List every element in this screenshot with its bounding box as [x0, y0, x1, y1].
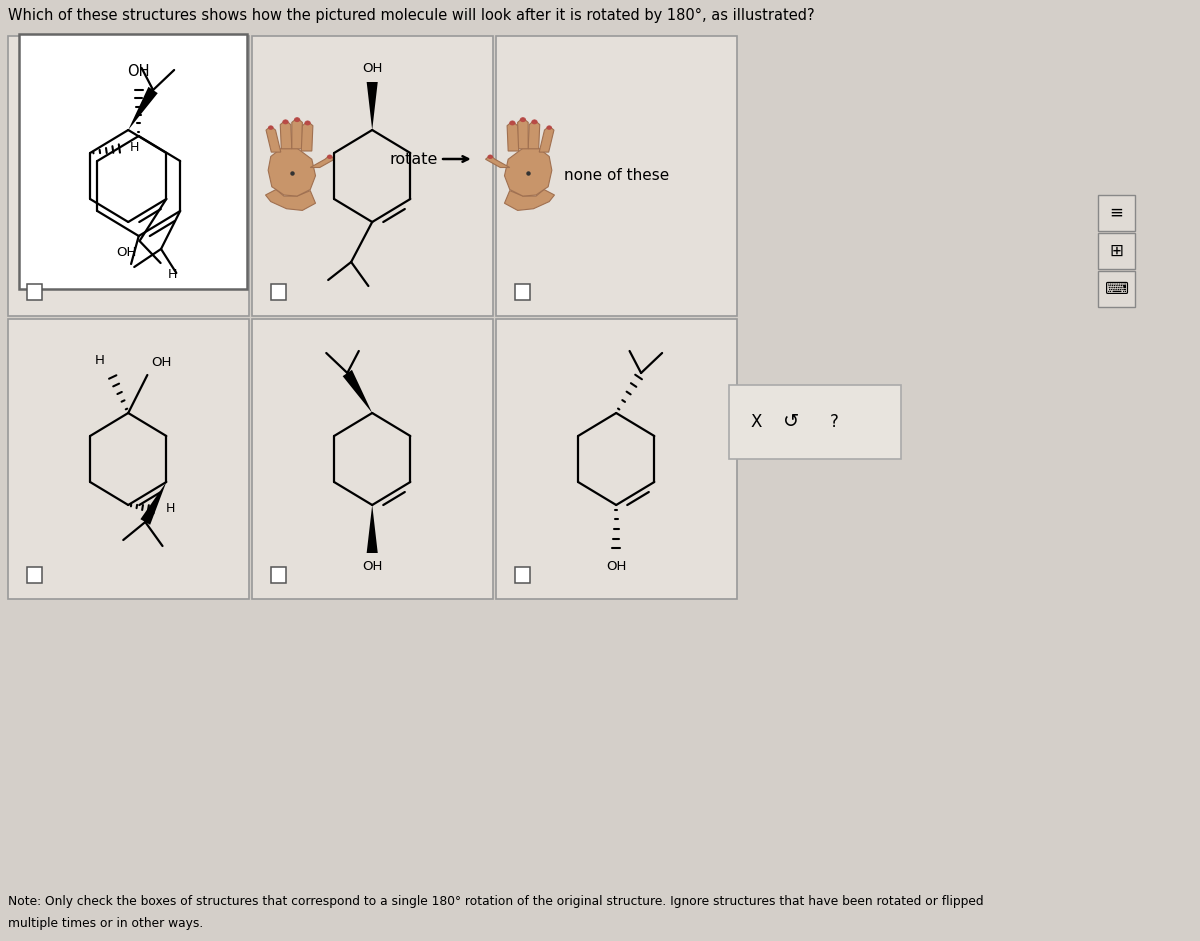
- Bar: [252, 319, 493, 599]
- Bar: [496, 36, 737, 316]
- Ellipse shape: [546, 125, 552, 130]
- Text: H: H: [95, 355, 104, 368]
- Text: ⌨: ⌨: [1105, 280, 1129, 298]
- Polygon shape: [140, 482, 167, 525]
- Bar: [271, 284, 286, 300]
- Bar: [515, 567, 530, 583]
- Polygon shape: [517, 118, 528, 149]
- Polygon shape: [301, 121, 313, 151]
- Text: OH: OH: [127, 65, 150, 79]
- Text: H: H: [167, 268, 176, 281]
- Polygon shape: [281, 120, 292, 149]
- Polygon shape: [367, 505, 378, 553]
- Bar: [1098, 233, 1135, 269]
- Text: ≡: ≡: [1110, 204, 1123, 222]
- Ellipse shape: [294, 118, 300, 122]
- Bar: [26, 567, 42, 583]
- Polygon shape: [343, 370, 372, 413]
- Ellipse shape: [509, 120, 516, 125]
- Bar: [271, 567, 286, 583]
- Ellipse shape: [520, 118, 526, 122]
- Polygon shape: [486, 155, 510, 167]
- Ellipse shape: [487, 154, 493, 159]
- Text: OH: OH: [116, 247, 137, 260]
- Text: OH: OH: [362, 61, 383, 74]
- Ellipse shape: [305, 120, 311, 125]
- Bar: [1098, 271, 1135, 307]
- Polygon shape: [528, 120, 540, 149]
- Bar: [1098, 195, 1135, 231]
- Polygon shape: [539, 126, 554, 152]
- Ellipse shape: [282, 120, 289, 124]
- Text: H: H: [130, 141, 139, 154]
- Polygon shape: [128, 87, 157, 130]
- Bar: [7, 36, 248, 316]
- Text: Note: Only check the boxes of structures that correspond to a single 180° rotati: Note: Only check the boxes of structures…: [7, 895, 983, 907]
- Text: rotate: rotate: [389, 152, 438, 167]
- Ellipse shape: [326, 154, 332, 159]
- Ellipse shape: [532, 120, 538, 124]
- Polygon shape: [266, 126, 281, 152]
- Text: Which of these structures shows how the pictured molecule will look after it is : Which of these structures shows how the …: [7, 8, 815, 23]
- Text: ⊞: ⊞: [1110, 242, 1123, 260]
- Text: H: H: [166, 502, 175, 516]
- Polygon shape: [265, 189, 316, 211]
- Text: OH: OH: [151, 357, 172, 370]
- Bar: [730, 385, 901, 459]
- Polygon shape: [504, 189, 554, 211]
- Ellipse shape: [268, 125, 274, 130]
- Polygon shape: [504, 149, 552, 196]
- Polygon shape: [311, 155, 335, 167]
- Polygon shape: [508, 121, 518, 151]
- Bar: [252, 36, 493, 316]
- Text: ?: ?: [830, 413, 839, 431]
- Text: OH: OH: [362, 561, 383, 573]
- Polygon shape: [268, 149, 316, 196]
- Bar: [515, 284, 530, 300]
- Polygon shape: [367, 82, 378, 130]
- Bar: [7, 319, 248, 599]
- Bar: [496, 319, 737, 599]
- Polygon shape: [292, 118, 302, 149]
- Text: multiple times or in other ways.: multiple times or in other ways.: [7, 917, 203, 930]
- Text: none of these: none of these: [564, 168, 668, 183]
- Text: OH: OH: [606, 561, 626, 573]
- Bar: [19, 34, 247, 289]
- Text: ↺: ↺: [784, 412, 799, 432]
- Text: X: X: [750, 413, 762, 431]
- Bar: [26, 284, 42, 300]
